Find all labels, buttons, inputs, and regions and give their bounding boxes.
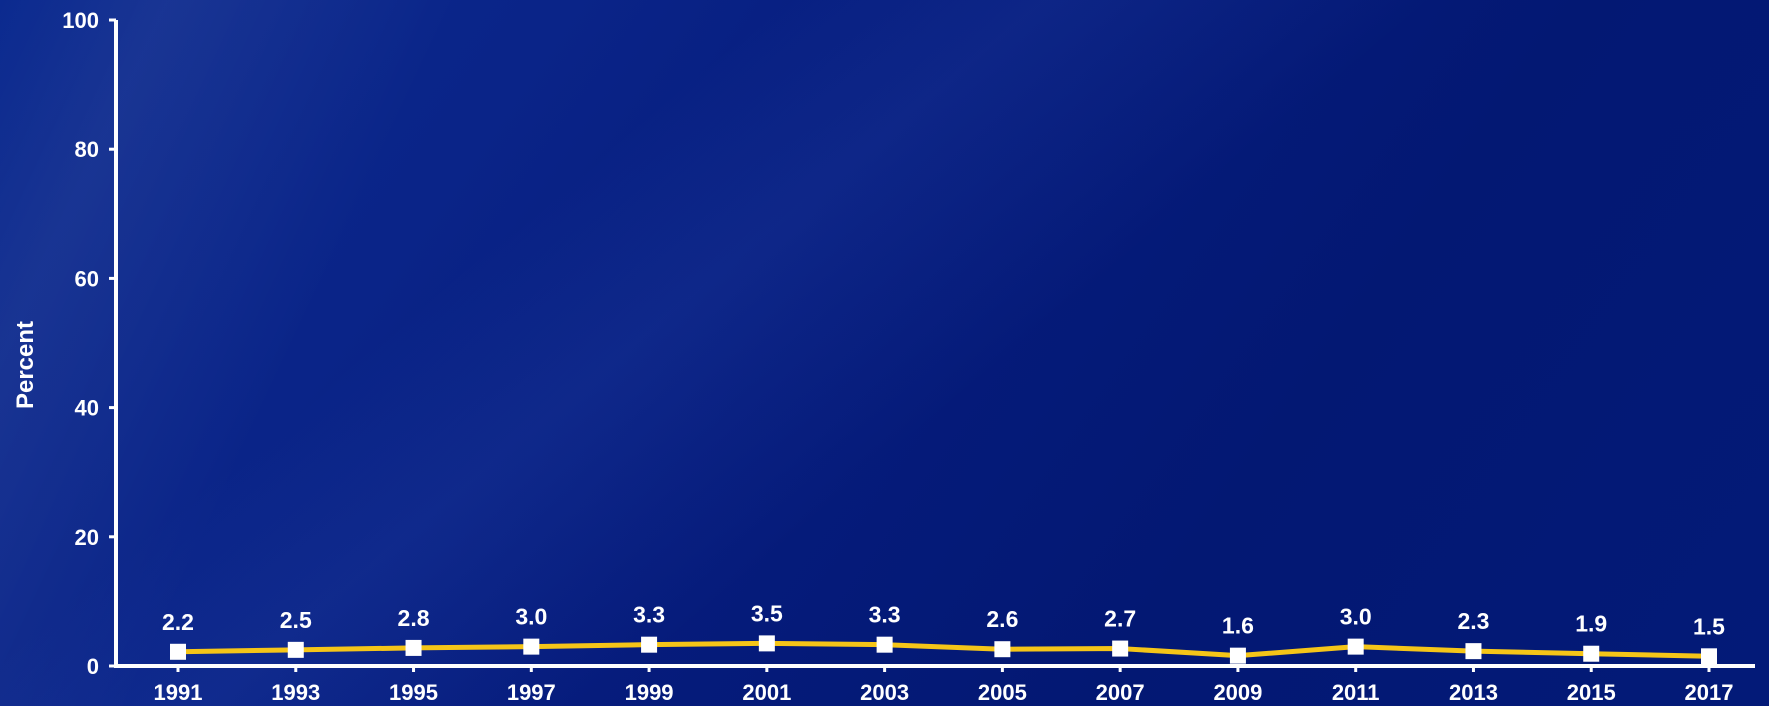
y-tick-label: 100 [62, 8, 99, 33]
data-point-marker [1465, 643, 1482, 660]
data-point-marker [641, 636, 658, 653]
data-label: 3.3 [869, 602, 901, 628]
x-tick-label: 1999 [625, 680, 674, 705]
y-axis-label: Percent [12, 321, 39, 409]
data-label: 3.5 [751, 600, 783, 626]
data-label: 2.2 [162, 609, 194, 635]
data-point-marker [1347, 638, 1364, 655]
data-point-marker [287, 641, 304, 658]
x-tick-label: 1995 [389, 680, 438, 705]
x-tick-label: 2011 [1332, 680, 1380, 705]
x-tick-label: 1993 [271, 680, 320, 705]
series-layer: 2.2 2.5 2.8 3.0 3.3 3.5 3.3 2.6 2.7 1.6 3.0 2.3 1.9 1… [162, 600, 1725, 665]
data-point-marker [758, 635, 775, 652]
data-point-marker [1229, 647, 1246, 664]
data-label: 2.7 [1104, 606, 1136, 632]
x-tick-label: 2001 [742, 680, 791, 705]
data-label: 1.6 [1222, 613, 1254, 639]
x-tick-label: 2015 [1567, 680, 1616, 705]
y-tick-label: 20 [75, 525, 99, 550]
data-label: 2.5 [280, 607, 312, 633]
data-label: 3.0 [1340, 604, 1372, 630]
data-label: 2.3 [1457, 608, 1489, 634]
x-tick-label: 2005 [978, 680, 1027, 705]
data-point-marker [170, 643, 186, 660]
axes [114, 20, 1755, 668]
y-tick-label: 60 [75, 266, 99, 291]
data-point-marker [1583, 645, 1600, 662]
data-label: 1.5 [1693, 613, 1725, 639]
series-line [177, 640, 1710, 659]
data-label: 1.9 [1575, 611, 1607, 637]
y-tick-label: 40 [75, 396, 99, 421]
y-tick-label: 0 [87, 654, 99, 679]
data-point-marker [405, 639, 422, 656]
x-tick-label: 2009 [1213, 680, 1262, 705]
data-point-marker [876, 636, 893, 653]
data-point-marker [1112, 640, 1129, 657]
data-point-marker [1701, 648, 1717, 665]
x-tick-label: 1997 [507, 680, 556, 705]
y-tick-label: 80 [75, 137, 99, 162]
x-tick-label: 2007 [1096, 680, 1145, 705]
data-label: 2.6 [986, 606, 1018, 632]
x-axis-ticks: 1991 1993 1995 1997 1999 2001 2003 2005 2007 2009… [154, 666, 1734, 705]
data-label: 2.8 [398, 605, 430, 631]
x-tick-label: 2013 [1449, 680, 1498, 705]
data-label: 3.0 [515, 604, 547, 630]
y-axis-ticks: 0 20 40 60 80 100 [62, 8, 116, 679]
x-tick-label: 1991 [154, 680, 203, 705]
x-tick-label: 2003 [860, 680, 909, 705]
x-tick-label: 2017 [1685, 680, 1734, 705]
data-point-marker [523, 638, 540, 655]
data-label: 3.3 [633, 602, 665, 628]
data-point-marker [994, 641, 1011, 658]
